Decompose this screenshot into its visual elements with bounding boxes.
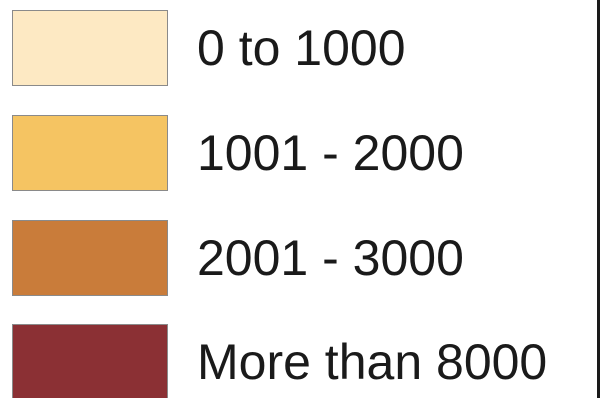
legend-swatch [12, 324, 168, 398]
legend-swatch [12, 10, 168, 86]
legend-label: 0 to 1000 [197, 20, 406, 76]
legend-item: 2001 - 3000 [0, 220, 597, 300]
legend-swatch [12, 115, 168, 191]
legend-item: 1001 - 2000 [0, 115, 597, 195]
legend-item: 0 to 1000 [0, 10, 597, 90]
legend-item: More than 8000 [0, 324, 597, 398]
legend-label: 2001 - 3000 [197, 230, 464, 286]
legend-frame-border [597, 0, 600, 398]
legend-label: 1001 - 2000 [197, 125, 464, 181]
legend-swatch [12, 220, 168, 296]
legend-label: More than 8000 [197, 334, 548, 390]
